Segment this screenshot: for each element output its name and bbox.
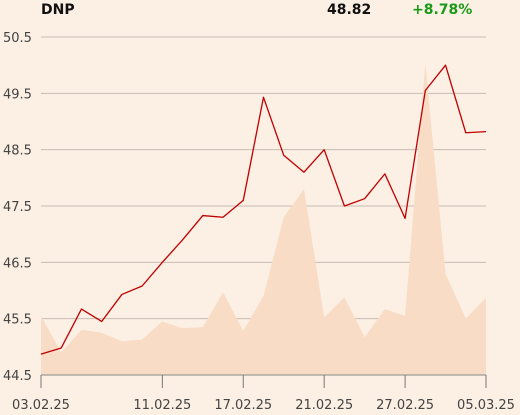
y-tick-label: 49.5 [3,87,32,102]
last-price: 48.82 [327,2,372,18]
y-tick-label: 50.5 [3,31,32,46]
y-tick-label: 47.5 [3,200,32,215]
price-change: +8.78% [412,2,473,18]
y-tick-label: 45.5 [3,313,32,328]
x-tick-label: 27.02.25 [376,398,434,413]
x-tick-label: 03.02.25 [12,398,70,413]
x-tick-label: 05.03.25 [457,398,515,413]
y-tick-label: 44.5 [3,369,32,384]
ticker-symbol: DNP [41,2,75,18]
y-tick-label: 46.5 [3,256,32,271]
x-tick-label: 21.02.25 [295,398,353,413]
volume-area [41,64,486,375]
price-line [40,64,487,355]
y-tick-label: 48.5 [3,144,32,159]
x-tick-label: 17.02.25 [214,398,272,413]
x-tick-label: 11.02.25 [133,398,191,413]
